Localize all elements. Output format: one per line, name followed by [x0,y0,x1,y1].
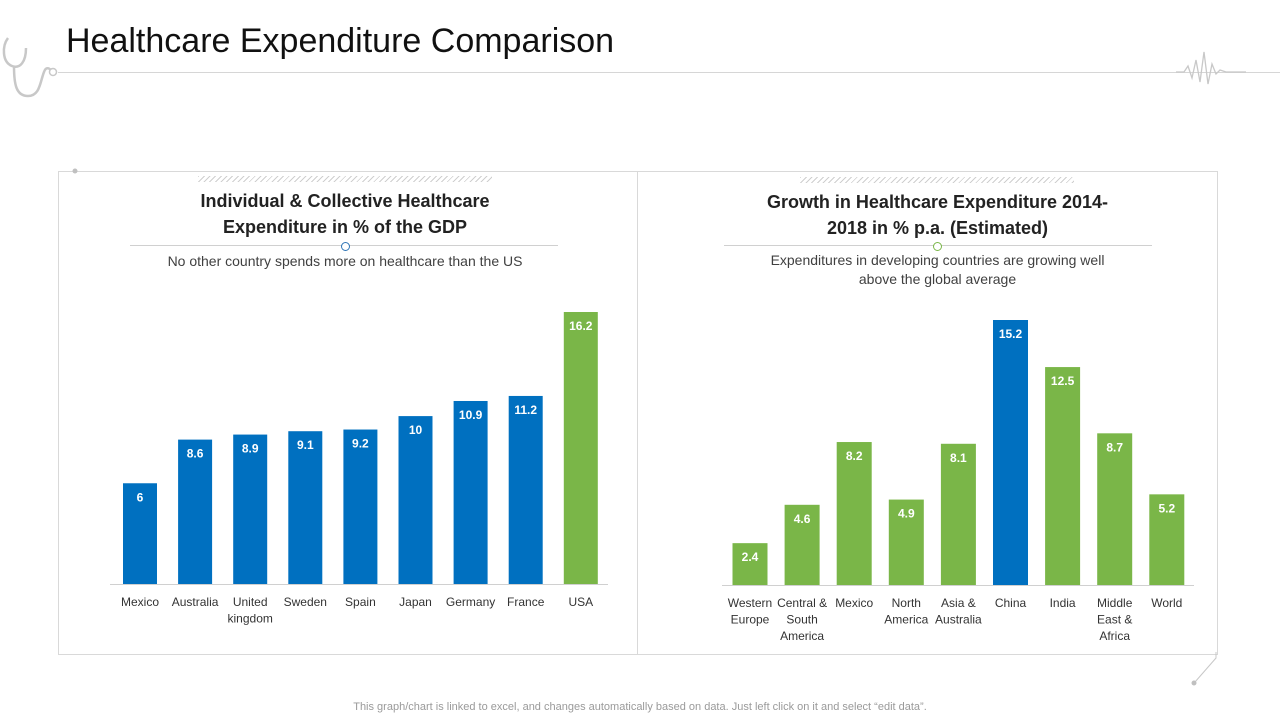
data-label: 12.5 [1051,374,1075,388]
panel-subtitle-line: Expenditures in developing countries are… [770,252,1105,268]
data-label: 8.9 [242,442,259,456]
bar-mexico [836,442,872,585]
data-label: 15.2 [999,327,1023,341]
x-tick-label: America [780,629,824,643]
x-tick-label: Australia [935,613,982,627]
data-label: 9.1 [297,438,314,452]
bar-japan [398,416,433,584]
bar-united-kingdom [233,434,268,584]
data-label: 5.2 [1158,501,1175,515]
bar-usa [563,312,598,584]
data-label: 8.1 [950,451,967,465]
x-tick-label: India [1050,596,1076,610]
x-tick-label: Asia & [941,596,976,610]
panel-title-hatch [800,177,1074,183]
bar-france [508,395,543,584]
x-tick-label: East & [1097,613,1132,627]
bar-spain [343,429,378,584]
data-label: 11.2 [514,403,537,417]
x-tick-label: World [1151,596,1182,610]
panel-title-line: Growth in Healthcare Expenditure 2014- [766,192,1109,212]
panel-title: Individual & Collective Healthcare Expen… [100,188,590,240]
heartbeat-icon [1176,51,1246,85]
x-tick-label: North [892,596,921,610]
bar-china [993,320,1028,585]
data-label: 9.2 [352,437,369,451]
panel-title-line: Individual & Collective Healthcare [200,191,490,211]
panel-title-dot [341,242,350,251]
x-tick-label: Western [728,596,772,610]
x-tick-label: Central & [777,596,827,610]
x-tick-label: Germany [446,595,495,609]
panel-subtitle-line: No other country spends more on healthca… [167,253,523,269]
bar-australia [178,439,213,584]
data-label: 8.6 [187,447,204,461]
x-tick-label: Mexico [835,596,873,610]
panel-subtitle: No other country spends more on healthca… [100,252,590,271]
panel-corner-connector [1191,652,1217,686]
bar-germany [453,400,488,584]
stethoscope-icon [2,37,58,98]
x-tick-label: South [786,613,817,627]
data-label: 2.4 [742,550,759,564]
data-label: 6 [137,490,144,504]
panel-title-dot [933,242,942,251]
x-tick-label: Japan [399,595,432,609]
x-tick-label: Australia [172,595,219,609]
x-tick-label: Europe [731,613,770,627]
x-tick-label: United [233,595,268,609]
page-title: Healthcare Expenditure Comparison [66,22,615,60]
bar-mexico [123,483,157,584]
x-tick-label: America [884,613,928,627]
title-divider [58,72,1280,73]
data-label: 10.9 [459,408,483,422]
data-label: 10 [409,423,423,437]
bar-sweden [288,431,323,584]
x-tick-label: Africa [1099,629,1130,643]
data-label: 8.7 [1106,440,1123,454]
bar-asia-australia [940,443,976,585]
bar-world [1149,494,1185,585]
panel-title-line: 2018 in % p.a. (Estimated) [826,218,1049,238]
bar-india [1045,367,1081,585]
bar-western-europe [732,543,768,585]
panel-title: Growth in Healthcare Expenditure 2014- 2… [690,189,1185,241]
x-tick-label: kingdom [228,612,273,626]
panel-corner-dot [72,168,78,174]
panel-subtitle: Expenditures in developing countries are… [700,251,1175,289]
x-tick-label: Mexico [121,595,159,609]
footer-note: This graph/chart is linked to excel, and… [353,701,927,713]
bar-north-america [888,499,924,585]
data-label: 4.6 [794,512,811,526]
data-label: 16.2 [569,319,593,333]
x-tick-label: Spain [345,595,376,609]
panel-title-hatch [198,176,492,182]
x-tick-label: France [507,595,545,609]
x-tick-label: USA [568,595,593,609]
panel-title-line: Expenditure in % of the GDP [222,217,468,237]
x-tick-label: Middle [1097,596,1133,610]
bar-central-south-america [784,504,820,585]
data-label: 8.2 [846,449,863,463]
panel-subtitle-line: above the global average [858,271,1017,287]
bar-middle-east-africa [1097,433,1133,585]
x-tick-label: Sweden [284,595,327,609]
data-label: 4.9 [898,507,915,521]
x-tick-label: China [995,596,1027,610]
